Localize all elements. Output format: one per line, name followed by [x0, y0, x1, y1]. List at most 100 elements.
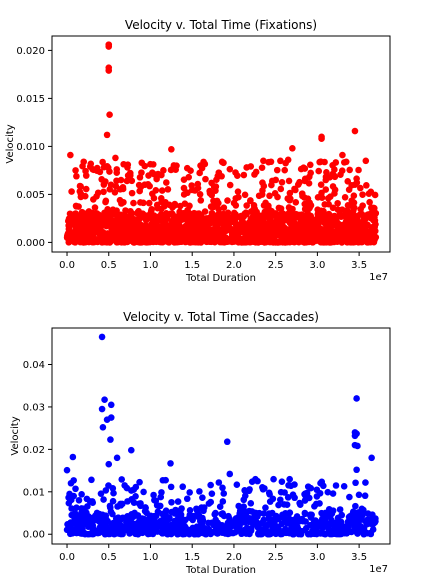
fixations-point — [171, 200, 179, 208]
saccades-point — [168, 508, 176, 516]
saccades-point — [89, 498, 96, 505]
fixations-point — [134, 208, 142, 216]
fixations-point — [224, 197, 231, 204]
fixations-y-label: Velocity — [5, 124, 16, 163]
fixations-point — [317, 232, 325, 239]
fixations-point — [111, 189, 119, 196]
saccades-point — [301, 490, 308, 498]
saccades-x-ticks: 0.0 0.5 1.0 1.5 2.0 2.5 3.0 3.5 — [59, 544, 367, 563]
fixations-point — [185, 173, 192, 181]
fixations-point — [173, 213, 181, 220]
fixations-point — [344, 237, 351, 244]
fixations-point — [71, 214, 79, 221]
fixations-point — [72, 202, 80, 210]
saccades-point — [163, 521, 171, 529]
saccades-point — [316, 500, 323, 507]
fixations-point — [120, 220, 128, 228]
saccades-point — [277, 496, 284, 504]
fixations-point — [365, 232, 373, 240]
saccades-point — [219, 510, 226, 517]
fixations-point — [153, 175, 160, 183]
fixations-point — [331, 190, 338, 197]
fixations-point — [334, 223, 341, 231]
fixations-point — [320, 207, 327, 215]
saccades-point — [233, 481, 241, 488]
fixations-point — [91, 211, 98, 218]
saccades-outlier-point — [98, 333, 106, 341]
fixations-outlier-point — [362, 157, 370, 165]
fixations-point — [93, 167, 101, 175]
saccades-point — [266, 491, 273, 498]
fixations-point — [334, 199, 341, 207]
fixations-x-label: Total Duration — [185, 273, 256, 284]
saccades-point — [136, 478, 143, 486]
saccades-point — [174, 498, 182, 505]
fixations-point — [292, 186, 299, 194]
fixations-point — [366, 212, 374, 220]
saccades-outlier-point — [113, 454, 121, 462]
saccades-point — [278, 478, 286, 486]
saccades-point — [360, 525, 368, 532]
fixations-outlier-point — [197, 162, 204, 169]
fixations-point — [98, 222, 106, 230]
saccades-point — [289, 491, 297, 499]
fixations-point — [104, 230, 112, 237]
saccades-point — [313, 530, 321, 538]
fixations-point — [162, 198, 169, 206]
fixations-point — [196, 191, 204, 198]
saccades-point — [240, 503, 247, 510]
fixations-point — [159, 237, 167, 245]
saccades-point — [337, 526, 345, 533]
fixations-point — [78, 223, 86, 231]
saccades-point — [151, 496, 158, 504]
saccades-point — [279, 511, 286, 519]
fixations-point — [321, 201, 329, 208]
fixations-point — [116, 238, 123, 245]
fixations-point — [298, 190, 306, 197]
fixations-point — [285, 204, 293, 211]
saccades-point — [167, 530, 175, 538]
fixations-point — [68, 188, 75, 195]
fixations-point — [72, 167, 79, 174]
fixations-point — [232, 202, 240, 209]
fixations-outlier-point — [318, 135, 325, 143]
fixations-point — [116, 186, 124, 193]
fixations-point — [238, 239, 245, 246]
saccades-point — [75, 525, 82, 532]
fixations-point — [145, 172, 152, 179]
fixations-point — [296, 178, 303, 186]
saccades-point — [89, 522, 97, 529]
fixations-point — [152, 187, 160, 194]
saccades-point — [174, 530, 181, 538]
fixations-point — [274, 213, 281, 221]
saccades-point — [241, 487, 248, 494]
fixations-point — [247, 163, 255, 170]
fixations-point — [302, 238, 310, 246]
fixations-point — [304, 225, 312, 233]
saccades-point — [320, 482, 327, 490]
saccades-outlier-point — [167, 460, 174, 467]
saccades-point — [173, 522, 181, 529]
fixations-point — [329, 204, 337, 212]
saccades-point — [284, 528, 292, 536]
saccades-point — [184, 528, 191, 536]
fixations-x-tick-label: 3.0 — [309, 260, 325, 271]
fixations-point — [130, 199, 137, 207]
fixations-outlier-point — [67, 151, 74, 159]
fixations-point — [277, 157, 284, 165]
saccades-point — [329, 507, 337, 514]
fixations-point — [82, 167, 89, 175]
fixations-point — [220, 204, 228, 211]
fixations-point — [232, 230, 239, 237]
fixations-point — [232, 169, 239, 176]
saccades-point — [322, 514, 329, 522]
saccades-point — [205, 519, 212, 527]
fixations-point — [89, 236, 97, 244]
fixations-point — [153, 227, 160, 234]
saccades-point — [351, 521, 358, 529]
fixations-point — [212, 183, 220, 190]
fixations-outlier-point — [80, 158, 88, 166]
saccades-point — [355, 491, 363, 499]
fixations-axes-frame — [51, 35, 391, 253]
fixations-point — [275, 204, 283, 212]
